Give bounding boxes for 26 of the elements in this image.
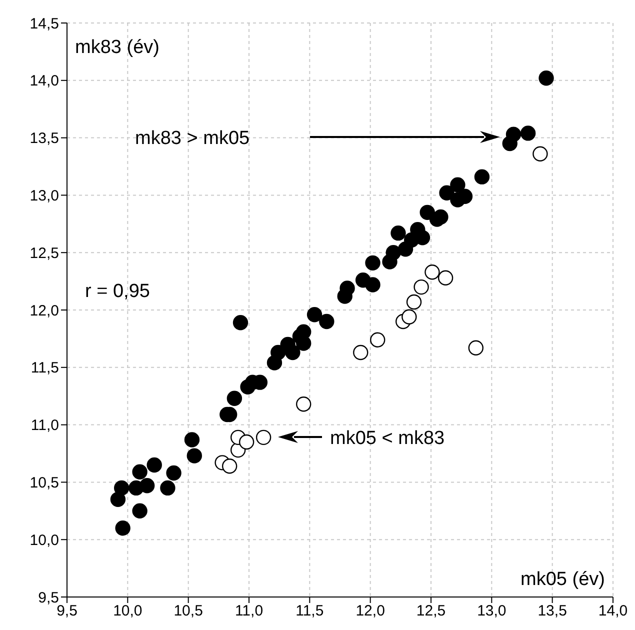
y-tick-label: 10,0	[30, 532, 59, 549]
y-tick-label: 11,5	[30, 360, 59, 377]
x-tick-label: 12,0	[356, 602, 385, 620]
x-tick-label: 10,0	[113, 602, 142, 620]
y-tick-label: 12,0	[30, 302, 59, 320]
y-tick-label: 13,0	[30, 188, 59, 205]
x-tick-label: 10,5	[174, 602, 203, 620]
x-tick-label: 12,5	[416, 602, 446, 620]
y-axis-title: mk83 (év)	[75, 37, 160, 58]
y-tick-label: 14,0	[30, 72, 59, 90]
x-tick-label: 13,0	[477, 602, 506, 620]
x-tick-label: 11,0	[234, 602, 264, 620]
y-tick-label: 10,5	[30, 474, 59, 492]
y-tick-label: 14,5	[30, 15, 59, 32]
x-tick-label: 9,5	[56, 602, 78, 620]
annotation: r = 0,95	[85, 281, 150, 302]
annotation: mk83 > mk05	[135, 128, 250, 149]
x-tick-label: 14,0	[598, 602, 628, 620]
x-axis-title: mk05 (év)	[520, 569, 605, 590]
y-tick-label: 13,5	[30, 130, 59, 148]
x-tick-label: 11,5	[296, 602, 324, 620]
annotation: mk05 < mk83	[330, 428, 445, 449]
y-tick-label: 9,5	[38, 589, 59, 606]
y-tick-label: 11,0	[30, 417, 59, 434]
y-tick-label: 12,5	[30, 244, 59, 262]
x-tick-label: 13,5	[538, 602, 567, 620]
